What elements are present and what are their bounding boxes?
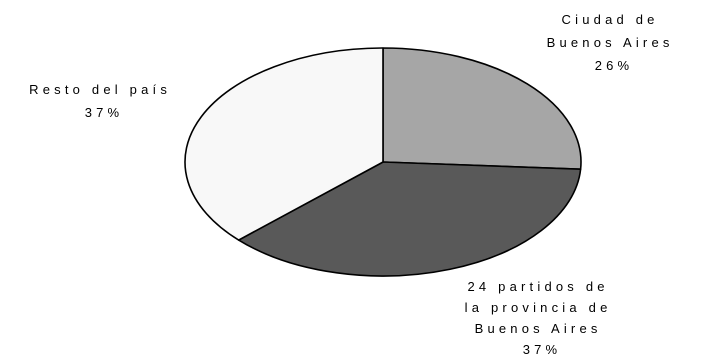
pie-slice-ciudad	[382, 47, 582, 170]
slice-label-partidos: 24 partidos de la provincia de Buenos Ai…	[465, 279, 620, 357]
slice-label-partidos-line-1: 24 partidos de	[467, 279, 608, 294]
slice-label-ciudad-line-1: Ciudad de	[562, 12, 659, 27]
slice-label-resto-line-1: Resto del país	[29, 82, 171, 97]
slice-label-partidos-line-3: Buenos Aires	[475, 321, 602, 336]
pie-slice-partidos	[237, 161, 582, 277]
slice-labels: Ciudad de Buenos Aires 26% 24 partidos d…	[29, 12, 682, 357]
pie-slice-resto	[184, 47, 384, 241]
slice-label-ciudad: Ciudad de Buenos Aires 26%	[547, 12, 682, 73]
slice-label-resto: Resto del país 37%	[29, 82, 179, 120]
slice-label-ciudad-line-2: Buenos Aires	[547, 35, 674, 50]
slice-label-resto-percent: 37%	[85, 105, 124, 120]
slice-label-partidos-percent: 37%	[523, 342, 562, 357]
pie-slices	[184, 47, 582, 277]
slice-label-ciudad-percent: 26%	[595, 58, 634, 73]
slice-label-partidos-line-2: la provincia de	[465, 300, 612, 315]
